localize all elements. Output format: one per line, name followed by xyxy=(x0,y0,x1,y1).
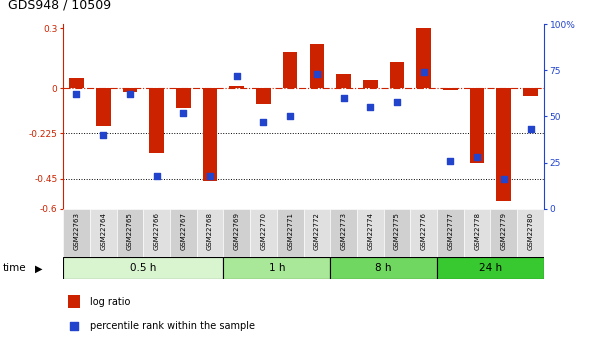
Bar xyxy=(330,257,437,279)
Bar xyxy=(383,209,410,257)
Point xyxy=(365,105,375,110)
Point xyxy=(152,173,162,178)
Bar xyxy=(143,209,170,257)
Bar xyxy=(336,74,351,88)
Point xyxy=(178,110,188,116)
Bar xyxy=(117,209,143,257)
Bar xyxy=(68,295,80,308)
Point xyxy=(472,154,482,160)
Text: 24 h: 24 h xyxy=(479,263,502,273)
Text: GDS948 / 10509: GDS948 / 10509 xyxy=(8,0,111,11)
Text: GSM22776: GSM22776 xyxy=(421,212,427,250)
Point xyxy=(445,158,455,164)
Point xyxy=(99,132,108,138)
Bar xyxy=(410,209,437,257)
Bar xyxy=(277,209,304,257)
Bar xyxy=(96,88,111,127)
Text: ▶: ▶ xyxy=(35,264,42,273)
Text: GSM22779: GSM22779 xyxy=(501,212,507,250)
Bar xyxy=(250,209,277,257)
Point xyxy=(392,99,402,105)
Bar xyxy=(517,209,544,257)
Text: 1 h: 1 h xyxy=(269,263,285,273)
Bar xyxy=(470,88,484,162)
Text: time: time xyxy=(3,264,26,273)
Text: GSM22777: GSM22777 xyxy=(447,212,453,250)
Text: GSM22778: GSM22778 xyxy=(474,212,480,250)
Point xyxy=(339,95,349,101)
Bar xyxy=(69,78,84,88)
Bar xyxy=(90,209,117,257)
Point xyxy=(72,91,81,97)
Bar xyxy=(496,88,511,201)
Text: GSM22773: GSM22773 xyxy=(341,212,347,250)
Bar xyxy=(437,257,544,279)
Text: GSM22771: GSM22771 xyxy=(287,212,293,250)
Text: GSM22772: GSM22772 xyxy=(314,212,320,250)
Bar xyxy=(437,209,464,257)
Point xyxy=(125,91,135,97)
Text: 0.5 h: 0.5 h xyxy=(130,263,156,273)
Bar xyxy=(363,80,377,88)
Bar xyxy=(224,257,330,279)
Point xyxy=(419,69,429,75)
Bar xyxy=(203,88,218,181)
Bar xyxy=(464,209,490,257)
Bar xyxy=(416,28,431,88)
Text: GSM22763: GSM22763 xyxy=(73,212,79,250)
Text: GSM22766: GSM22766 xyxy=(154,212,160,250)
Bar xyxy=(149,88,164,152)
Text: GSM22774: GSM22774 xyxy=(367,212,373,250)
Bar xyxy=(389,62,404,88)
Bar xyxy=(170,209,197,257)
Bar xyxy=(224,209,250,257)
Bar xyxy=(63,209,90,257)
Text: GSM22768: GSM22768 xyxy=(207,212,213,250)
Bar xyxy=(523,88,538,96)
Point xyxy=(526,127,535,132)
Text: GSM22765: GSM22765 xyxy=(127,212,133,250)
Bar xyxy=(256,88,271,105)
Text: GSM22770: GSM22770 xyxy=(260,212,266,250)
Text: 8 h: 8 h xyxy=(376,263,392,273)
Bar xyxy=(176,88,191,108)
Bar xyxy=(330,209,357,257)
Bar xyxy=(283,52,297,88)
Bar xyxy=(123,88,137,92)
Text: log ratio: log ratio xyxy=(90,297,130,306)
Bar xyxy=(490,209,517,257)
Bar xyxy=(443,88,458,90)
Point xyxy=(312,71,322,77)
Point xyxy=(232,73,242,79)
Bar xyxy=(304,209,330,257)
Bar xyxy=(63,257,224,279)
Point xyxy=(285,114,295,119)
Text: GSM22780: GSM22780 xyxy=(528,212,534,250)
Point xyxy=(69,323,79,329)
Bar xyxy=(310,44,324,88)
Text: GSM22775: GSM22775 xyxy=(394,212,400,250)
Point xyxy=(205,173,215,178)
Bar xyxy=(197,209,224,257)
Text: GSM22767: GSM22767 xyxy=(180,212,186,250)
Text: GSM22764: GSM22764 xyxy=(100,212,106,250)
Bar xyxy=(357,209,383,257)
Point xyxy=(499,176,508,182)
Bar xyxy=(230,86,244,88)
Point xyxy=(258,119,268,125)
Text: GSM22769: GSM22769 xyxy=(234,212,240,250)
Text: percentile rank within the sample: percentile rank within the sample xyxy=(90,321,255,331)
